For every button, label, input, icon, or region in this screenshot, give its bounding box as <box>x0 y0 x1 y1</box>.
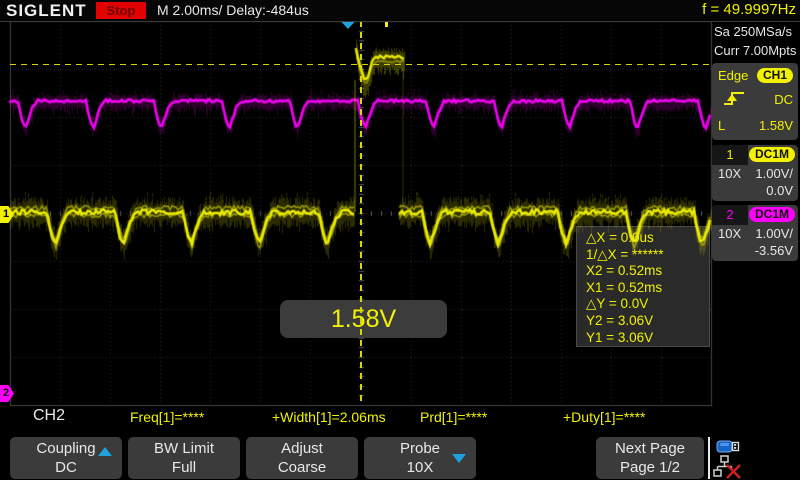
next-page-button-value: Page 1/2 <box>619 459 681 476</box>
adjust-button-label: Adjust <box>281 440 323 457</box>
ch2-coupling-badge: DC1M <box>748 207 795 222</box>
trigger-level-value: 1.58V <box>759 118 793 133</box>
y-cursor-line[interactable] <box>10 64 711 65</box>
ch2-offset: -3.56V <box>754 243 793 258</box>
ch2-scale: 1.00V/ <box>755 226 793 241</box>
timebase-readout: M 2.00ms/ Delay:-484us <box>157 2 309 18</box>
menu-bar: Coupling DC BW Limit Full Adjust Coarse … <box>0 434 800 480</box>
probe-button[interactable]: Probe 10X <box>364 437 476 479</box>
active-channel-label: CH2 <box>33 407 66 424</box>
measurement-period: Prd[1]=**** <box>420 409 488 425</box>
ch1-number: 1 <box>712 145 748 165</box>
lan-disconnected-icon <box>712 455 744 480</box>
channel1-info-panel[interactable]: 1 DC1M 10X 1.00V/ 0.0V <box>712 145 798 201</box>
sample-rate-readout: Sa 250MSa/s <box>714 24 793 39</box>
measurement-freq: Freq[1]=**** <box>130 409 205 425</box>
rising-edge-icon <box>722 90 746 110</box>
trigger-info-panel[interactable]: Edge CH1 DC L 1.58V <box>712 63 798 140</box>
ch1-ground-marker[interactable]: 1 <box>0 206 14 223</box>
bw-limit-button-value: Full <box>171 459 197 476</box>
adjust-button[interactable]: Adjust Coarse <box>246 437 358 479</box>
coupling-button-label: Coupling <box>36 440 96 457</box>
measurement-duty: +Duty[1]=**** <box>563 409 646 425</box>
trigger-mode-label: Edge <box>718 68 749 83</box>
ch2-probe: 10X <box>718 226 742 241</box>
bw-limit-button[interactable]: BW Limit Full <box>128 437 240 479</box>
channel2-info-panel[interactable]: 2 DC1M 10X 1.00V/ -3.56V <box>712 205 798 261</box>
coupling-button[interactable]: Coupling DC <box>10 437 122 479</box>
bw-limit-button-label: BW Limit <box>154 440 214 457</box>
ch1-scale: 1.00V/ <box>755 166 793 181</box>
top-bar: SIGLENT Stop M 2.00ms/ Delay:-484us <box>0 0 800 22</box>
next-page-button[interactable]: Next Page Page 1/2 <box>596 437 704 479</box>
memory-depth-readout: Curr 7.00Mpts <box>714 43 797 58</box>
ch2-ground-marker[interactable]: 2 <box>0 385 14 402</box>
ch2-number: 2 <box>712 205 748 225</box>
x-cursor-line[interactable] <box>360 21 362 405</box>
trigger-coupling-label: DC <box>774 92 793 107</box>
trigger-level-label: L <box>718 118 726 133</box>
adjust-button-value: Coarse <box>277 459 327 476</box>
probe-button-value: 10X <box>406 459 434 476</box>
siglent-logo: SIGLENT <box>6 1 87 20</box>
run-state-badge: Stop <box>96 2 146 19</box>
ch1-offset: 0.0V <box>766 183 793 198</box>
coupling-button-value: DC <box>55 459 77 476</box>
chevron-down-icon <box>452 454 466 463</box>
measurement-bar: CH2 Freq[1]=**** +Width[1]=2.06ms Prd[1]… <box>0 405 712 433</box>
measurement-width: +Width[1]=2.06ms <box>272 409 386 425</box>
usb-icon <box>716 438 742 460</box>
next-page-button-label: Next Page <box>614 440 686 457</box>
trigger-source-badge: CH1 <box>756 68 793 83</box>
probe-button-label: Probe <box>399 440 441 457</box>
top-tick-marker <box>385 17 388 27</box>
trigger-frequency-readout: f = 49.9997Hz <box>702 1 796 18</box>
sidebar: Sa 250MSa/s Curr 7.00Mpts Edge CH1 DC L … <box>712 21 800 434</box>
chevron-up-icon <box>98 447 112 456</box>
menu-divider <box>708 437 710 479</box>
ch1-probe: 10X <box>718 166 742 181</box>
ch1-coupling-badge: DC1M <box>748 147 795 162</box>
